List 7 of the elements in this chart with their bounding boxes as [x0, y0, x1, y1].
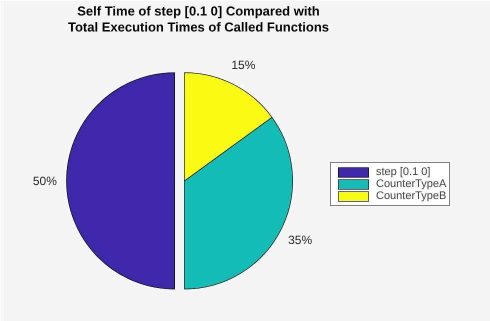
data-label: 35% — [288, 232, 312, 247]
legend-label: CounterTypeB — [376, 190, 446, 202]
chart-title: Self Time of step [0.1 0] Compared with Total Execution Times of Called Functions — [68, 4, 330, 34]
legend-label: step [0.1 0] — [376, 166, 430, 178]
data-label: 15% — [231, 58, 256, 72]
data-label: 50% — [32, 174, 58, 188]
legend-label: CounterTypeA — [376, 178, 446, 190]
